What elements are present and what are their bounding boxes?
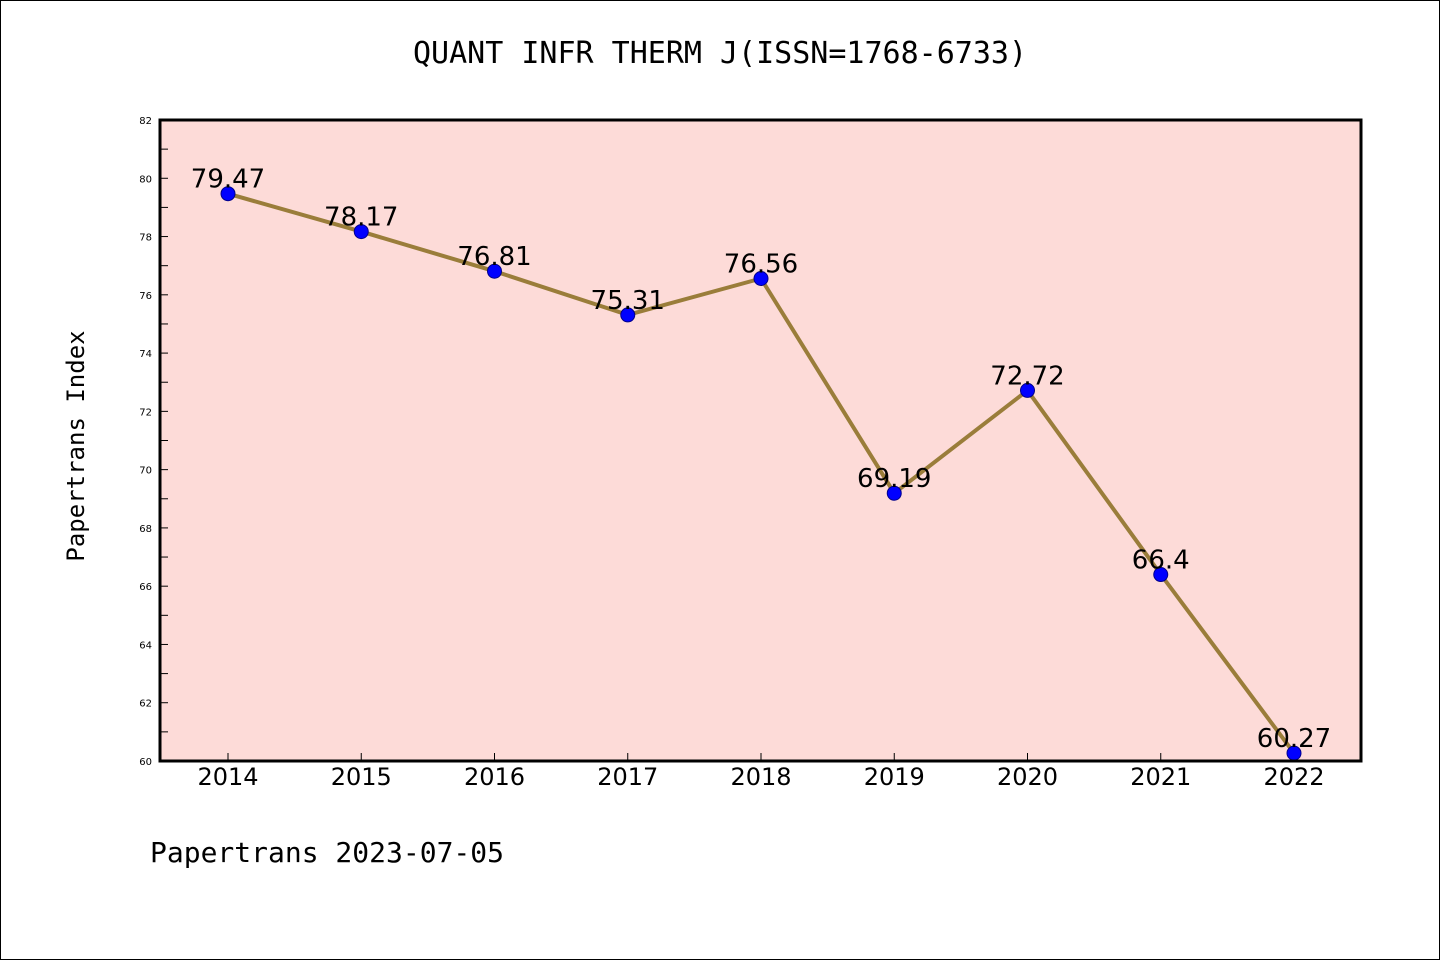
- y-tick-label: 78: [139, 233, 152, 244]
- y-tick-label: 68: [139, 524, 152, 535]
- y-tick-label: 82: [139, 116, 152, 127]
- data-label: 76.81: [457, 242, 531, 272]
- data-label: 78.17: [324, 203, 398, 233]
- data-point-marker: [1153, 567, 1169, 583]
- data-label: 60.27: [1257, 724, 1331, 754]
- chart-title: QUANT INFR THERM J(ISSN=1768-6733): [412, 36, 1028, 71]
- y-tick-label: 64: [139, 640, 152, 651]
- data-label: 76.56: [724, 250, 798, 280]
- data-point-marker: [753, 271, 769, 287]
- x-tick-label: 2018: [730, 763, 791, 791]
- y-tick-label: 62: [139, 699, 152, 710]
- x-tick-label: 2015: [331, 763, 392, 791]
- y-tick-label: 60: [139, 757, 152, 768]
- footer-date-label: Papertrans 2023-07-05: [150, 836, 505, 869]
- data-point-marker: [620, 307, 636, 323]
- y-tick-label: 80: [139, 174, 152, 185]
- x-tick-label: 2021: [1130, 763, 1191, 791]
- x-tick-label: 2019: [864, 763, 925, 791]
- plot-border: [158, 118, 1363, 763]
- series-group: [220, 186, 1302, 761]
- data-point-marker: [1020, 382, 1035, 398]
- y-tick-label: 70: [139, 466, 152, 477]
- data-label: 79.47: [191, 165, 265, 195]
- x-tick-label: 2017: [597, 763, 658, 791]
- y-tick-label: 76: [139, 291, 152, 302]
- y-axis-ticks: 60 62 64 66 68 70 72 74 76 78 80 82: [139, 116, 168, 768]
- x-tick-label: 2022: [1263, 763, 1324, 791]
- data-point-marker: [886, 485, 902, 501]
- x-tick-label: 2014: [197, 763, 258, 791]
- data-point-marker: [487, 263, 502, 279]
- data-point-marker: [353, 224, 369, 240]
- x-axis-ticks: 2014 2015 2016 2017 2018 2019 2020 2021 2022: [197, 753, 1325, 791]
- y-tick-label: 72: [139, 407, 152, 418]
- data-label: 72.72: [990, 361, 1064, 391]
- data-point-marker: [220, 186, 236, 202]
- data-label: 69.19: [857, 464, 931, 494]
- data-label: 75.31: [591, 286, 665, 316]
- y-tick-label: 66: [139, 582, 152, 593]
- x-tick-label: 2020: [997, 763, 1058, 791]
- data-label: 66.4: [1132, 546, 1190, 576]
- y-tick-label: 74: [139, 349, 152, 360]
- x-tick-label: 2016: [464, 763, 525, 791]
- data-labels-group: 79.47 78.17 76.81 75.31 76.56 69.19 72.72 66.4 6…: [191, 165, 1331, 754]
